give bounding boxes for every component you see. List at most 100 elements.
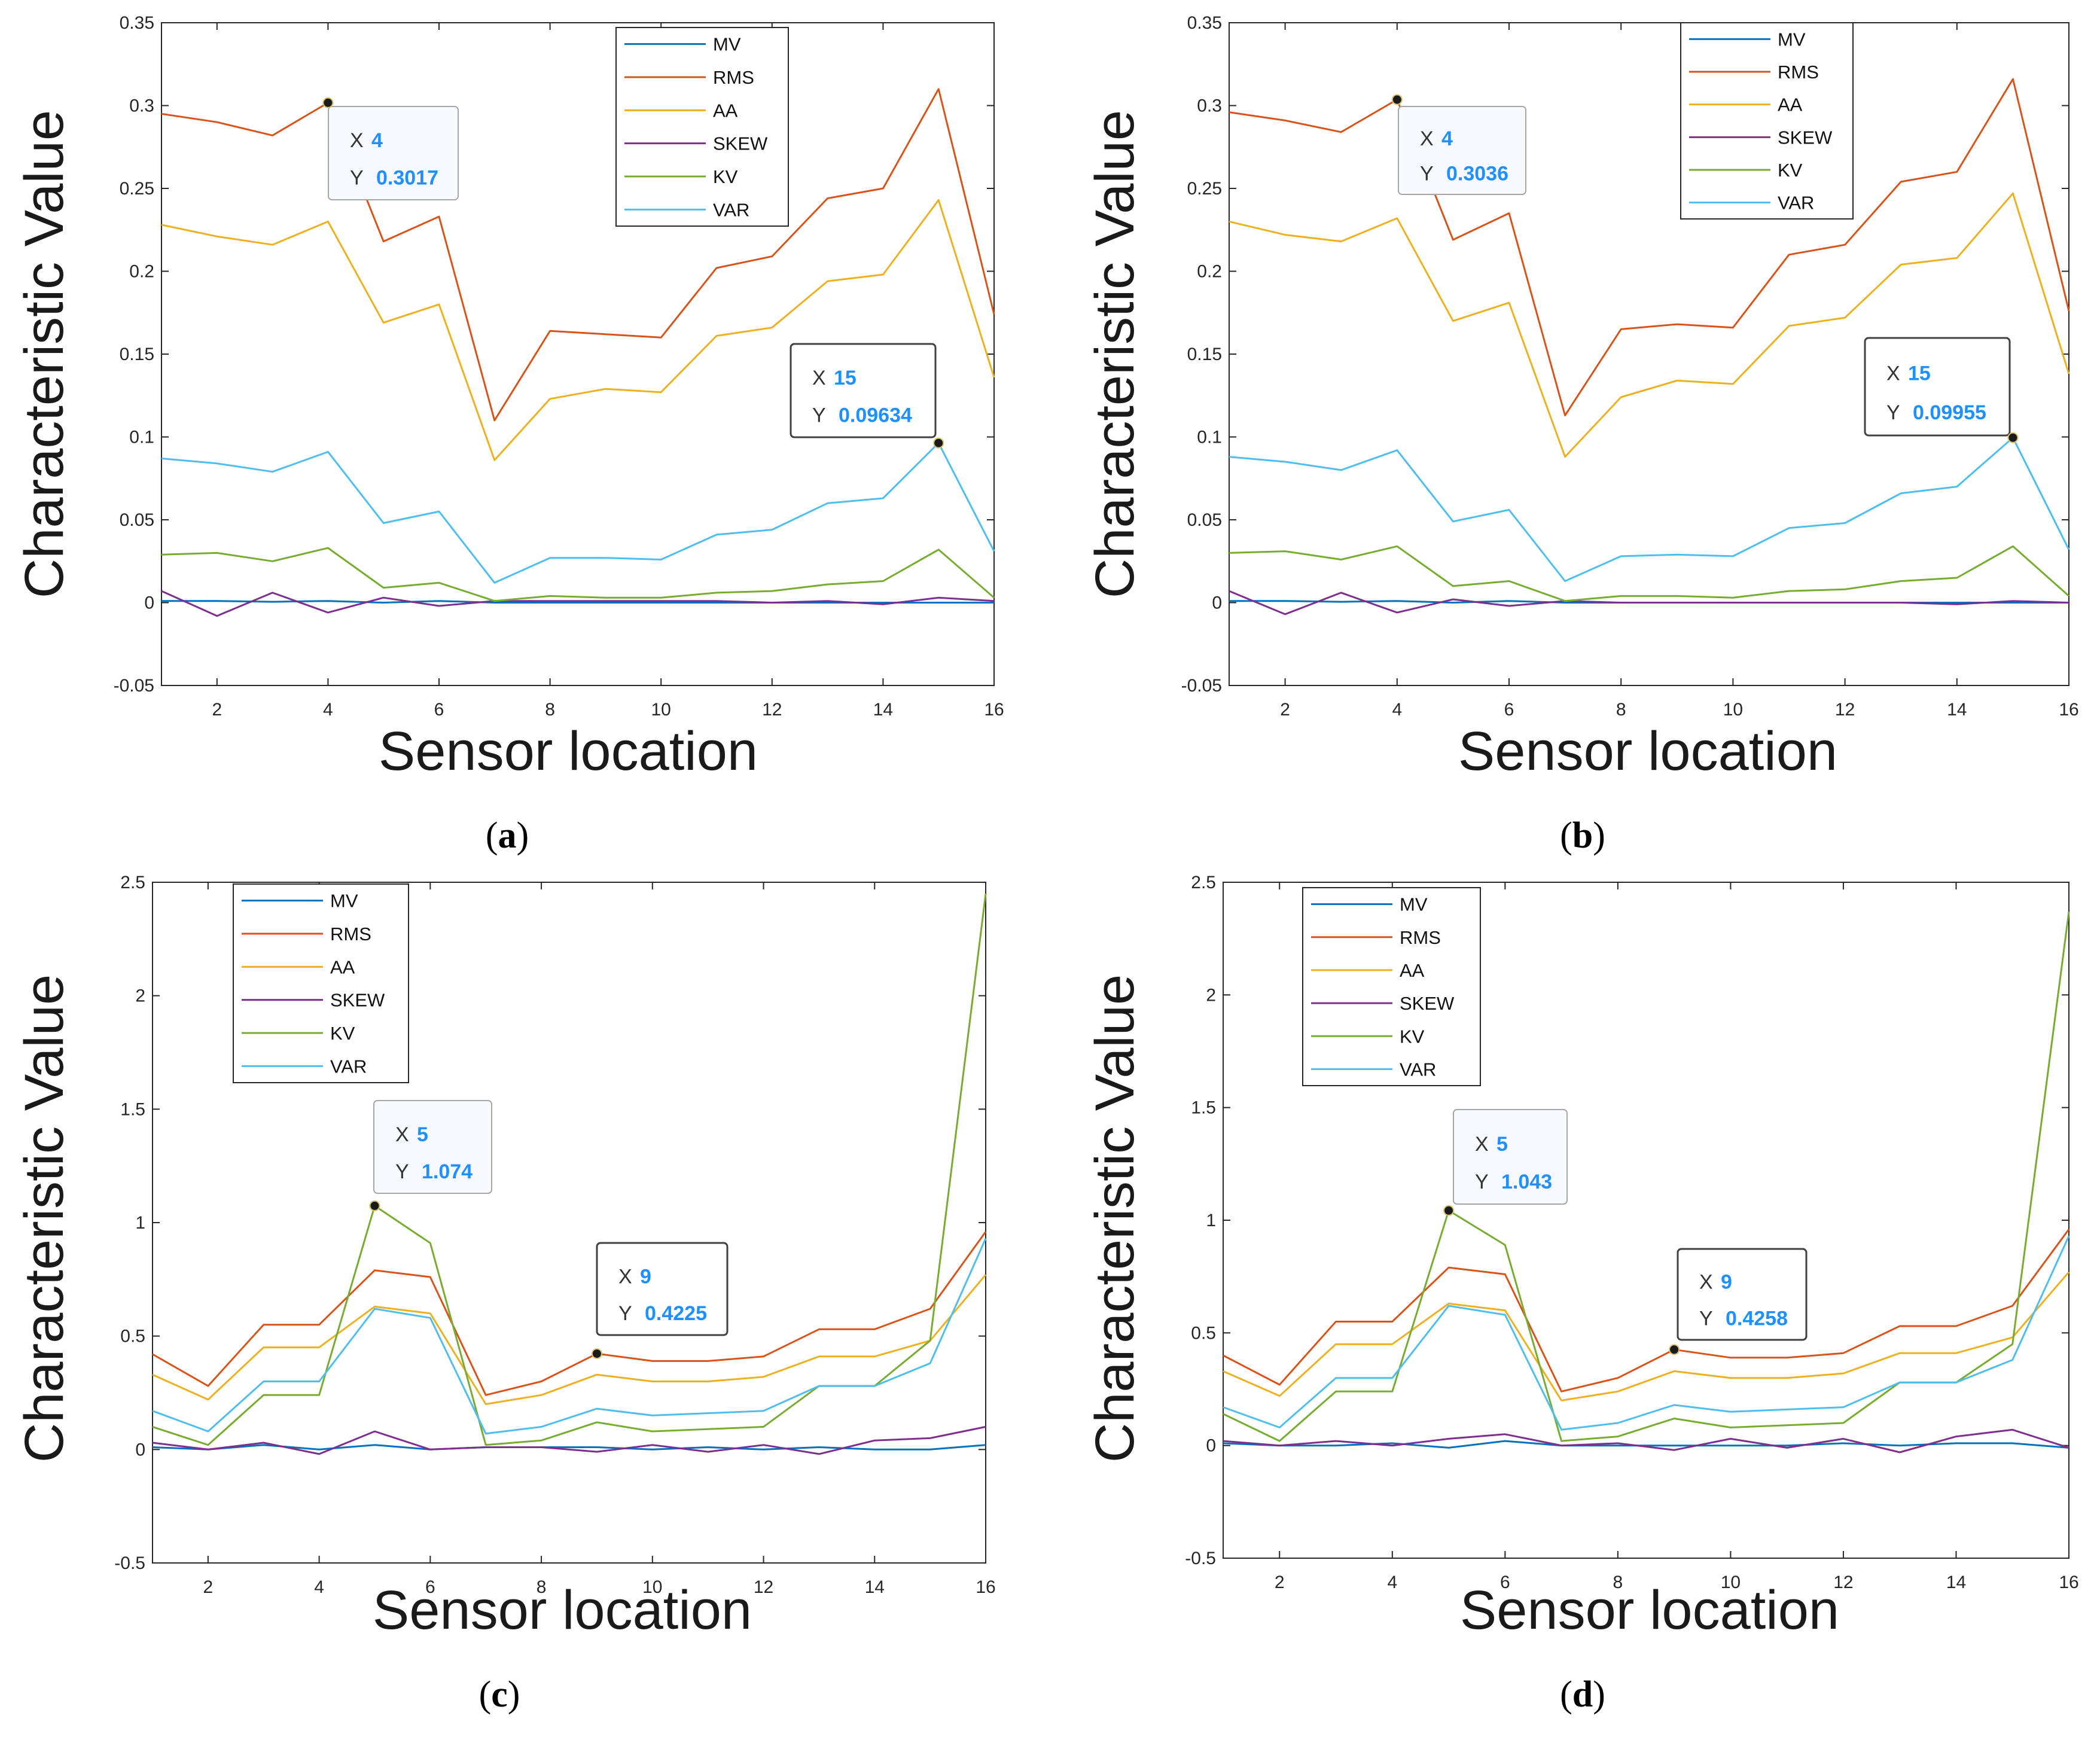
datatip-x-key: X [350, 129, 364, 152]
y-tick-label: 2.5 [1191, 873, 1216, 892]
datatip-x-value: 4 [371, 129, 383, 152]
x-tick-label: 10 [1723, 700, 1743, 720]
datatip-box [1453, 1109, 1568, 1205]
x-tick-label: 6 [1504, 700, 1514, 720]
panel-label-letter: b [1572, 815, 1593, 856]
legend-label-var: VAR [1400, 1059, 1436, 1080]
datatip-y-value: 1.043 [1501, 1171, 1552, 1193]
datatip-box [328, 106, 459, 200]
panel-label-letter: a [498, 815, 517, 856]
panel-label: (d) [1560, 1674, 1605, 1715]
datatip-y-value: 1.074 [422, 1160, 473, 1183]
datatip-box [1677, 1248, 1808, 1341]
chart-panel-a: -0.05 0 0.05 0.1 0.15 0.2 0.25 0.3 0.35 2 4 6 8 10 12 1… [14, 13, 1004, 856]
y-tick-label: 0.3 [1197, 96, 1222, 116]
series-line-aa [1223, 1271, 2070, 1401]
y-tick-label: 1.5 [1191, 1098, 1216, 1118]
x-tick-label: 2 [1280, 700, 1290, 720]
legend-label-skew: SKEW [330, 990, 385, 1011]
chart-panel-b: -0.05 0 0.05 0.1 0.15 0.2 0.25 0.3 0.35 2 4 6 8 10 12 1… [1084, 13, 2079, 856]
y-tick-label: 0 [1212, 593, 1222, 613]
y-axis-label: Characteristic Value [14, 110, 75, 598]
datatip-y-key: Y [350, 167, 364, 190]
x-tick-label: 4 [314, 1577, 324, 1597]
datatip-x-key: X [618, 1265, 632, 1288]
legend-box [615, 27, 789, 227]
legend-label-rms: RMS [1400, 927, 1441, 948]
y-tick-label: 0.5 [1191, 1323, 1216, 1343]
legend-label-var: VAR [713, 199, 749, 220]
y-tick-label: -0.05 [114, 676, 154, 696]
legend-label-aa: AA [1778, 95, 1803, 115]
chart-panel-c: -0.5 0 0.5 1 1.5 2 2.5 2 4 6 8 10 12 14 16 Characterist… [14, 873, 996, 1715]
datatip-y-key: Y [812, 404, 826, 427]
datatip-x-key: X [1420, 127, 1434, 150]
series-line-kv [1229, 545, 2069, 602]
datatip-box [373, 1100, 492, 1194]
datatip-y-value: 0.09634 [839, 404, 912, 427]
panel-label: (a) [486, 815, 529, 856]
x-tick-label: 8 [545, 700, 555, 720]
legend-label-mv: MV [330, 891, 358, 912]
legend-label-aa: AA [713, 100, 738, 121]
x-tick-label: 16 [976, 1577, 995, 1597]
y-tick-label: 0.25 [1187, 179, 1222, 199]
datatip-y-key: Y [1699, 1308, 1713, 1330]
series-line-skew [161, 590, 995, 617]
legend-label-mv: MV [1400, 894, 1428, 915]
legend-label-skew: SKEW [1778, 127, 1833, 148]
y-tick-label: 0.05 [1187, 510, 1222, 530]
x-tick-label: 12 [1833, 1573, 1853, 1592]
panel-label-open: ( [1560, 815, 1572, 856]
y-tick-label: 2.5 [120, 873, 145, 892]
y-tick-label: 0.15 [120, 345, 154, 364]
series-line-kv [161, 547, 995, 602]
panel-label-letter: c [491, 1674, 508, 1715]
datatip-x-value: 9 [1721, 1271, 1732, 1294]
datatip-y-key: Y [1475, 1171, 1489, 1193]
x-tick-label: 14 [873, 700, 893, 720]
legend-label-kv: KV [330, 1023, 355, 1044]
series-line-var [161, 442, 995, 584]
panel-label-open: ( [1560, 1674, 1572, 1715]
datatip-x-key: X [1886, 362, 1900, 385]
x-axis-label: Sensor location [379, 721, 758, 782]
datatip-y-key: Y [618, 1302, 632, 1325]
y-tick-label: -0.5 [114, 1553, 145, 1573]
legend-label-mv: MV [1778, 29, 1806, 50]
datatip-marker [1443, 1205, 1455, 1216]
legend-label-skew: SKEW [1400, 993, 1455, 1014]
legend-label-kv: KV [1778, 160, 1803, 181]
datatip-marker [369, 1200, 380, 1211]
datatip-x-key: X [1699, 1271, 1713, 1294]
panel-label: (b) [1560, 815, 1605, 856]
panel-label-open: ( [486, 815, 498, 856]
datatip-x-key: X [812, 367, 826, 389]
y-tick-label: 0.15 [1187, 345, 1222, 364]
y-tick-label: -0.05 [1181, 676, 1222, 696]
series-line-aa [1229, 192, 2070, 458]
x-tick-label: 4 [1392, 700, 1402, 720]
legend-box [1680, 22, 1854, 220]
x-tick-label: 2 [212, 700, 222, 720]
x-tick-label: 4 [1387, 1573, 1397, 1592]
y-tick-label: 1 [135, 1213, 145, 1233]
datatip-x-value: 15 [1908, 362, 1931, 385]
x-tick-label: 8 [537, 1577, 547, 1597]
panel-label-close: ) [517, 815, 529, 856]
x-tick-label: 10 [642, 1577, 662, 1597]
y-tick-label: 0.35 [120, 13, 154, 33]
x-tick-label: 2 [1275, 1573, 1285, 1592]
series-line-var [1229, 437, 2070, 582]
datatip-y-key: Y [1886, 401, 1900, 424]
y-tick-label: 1.5 [120, 1099, 145, 1119]
datatip-marker [1669, 1344, 1680, 1355]
datatip-x-key: X [1475, 1133, 1489, 1156]
datatip-y-value: 0.09955 [1913, 401, 1986, 424]
datatip-box [1864, 337, 2011, 437]
legend-label-kv: KV [713, 166, 738, 187]
legend-label-kv: KV [1400, 1026, 1425, 1047]
y-tick-label: 0 [1206, 1436, 1216, 1456]
legend-label-rms: RMS [330, 924, 371, 944]
